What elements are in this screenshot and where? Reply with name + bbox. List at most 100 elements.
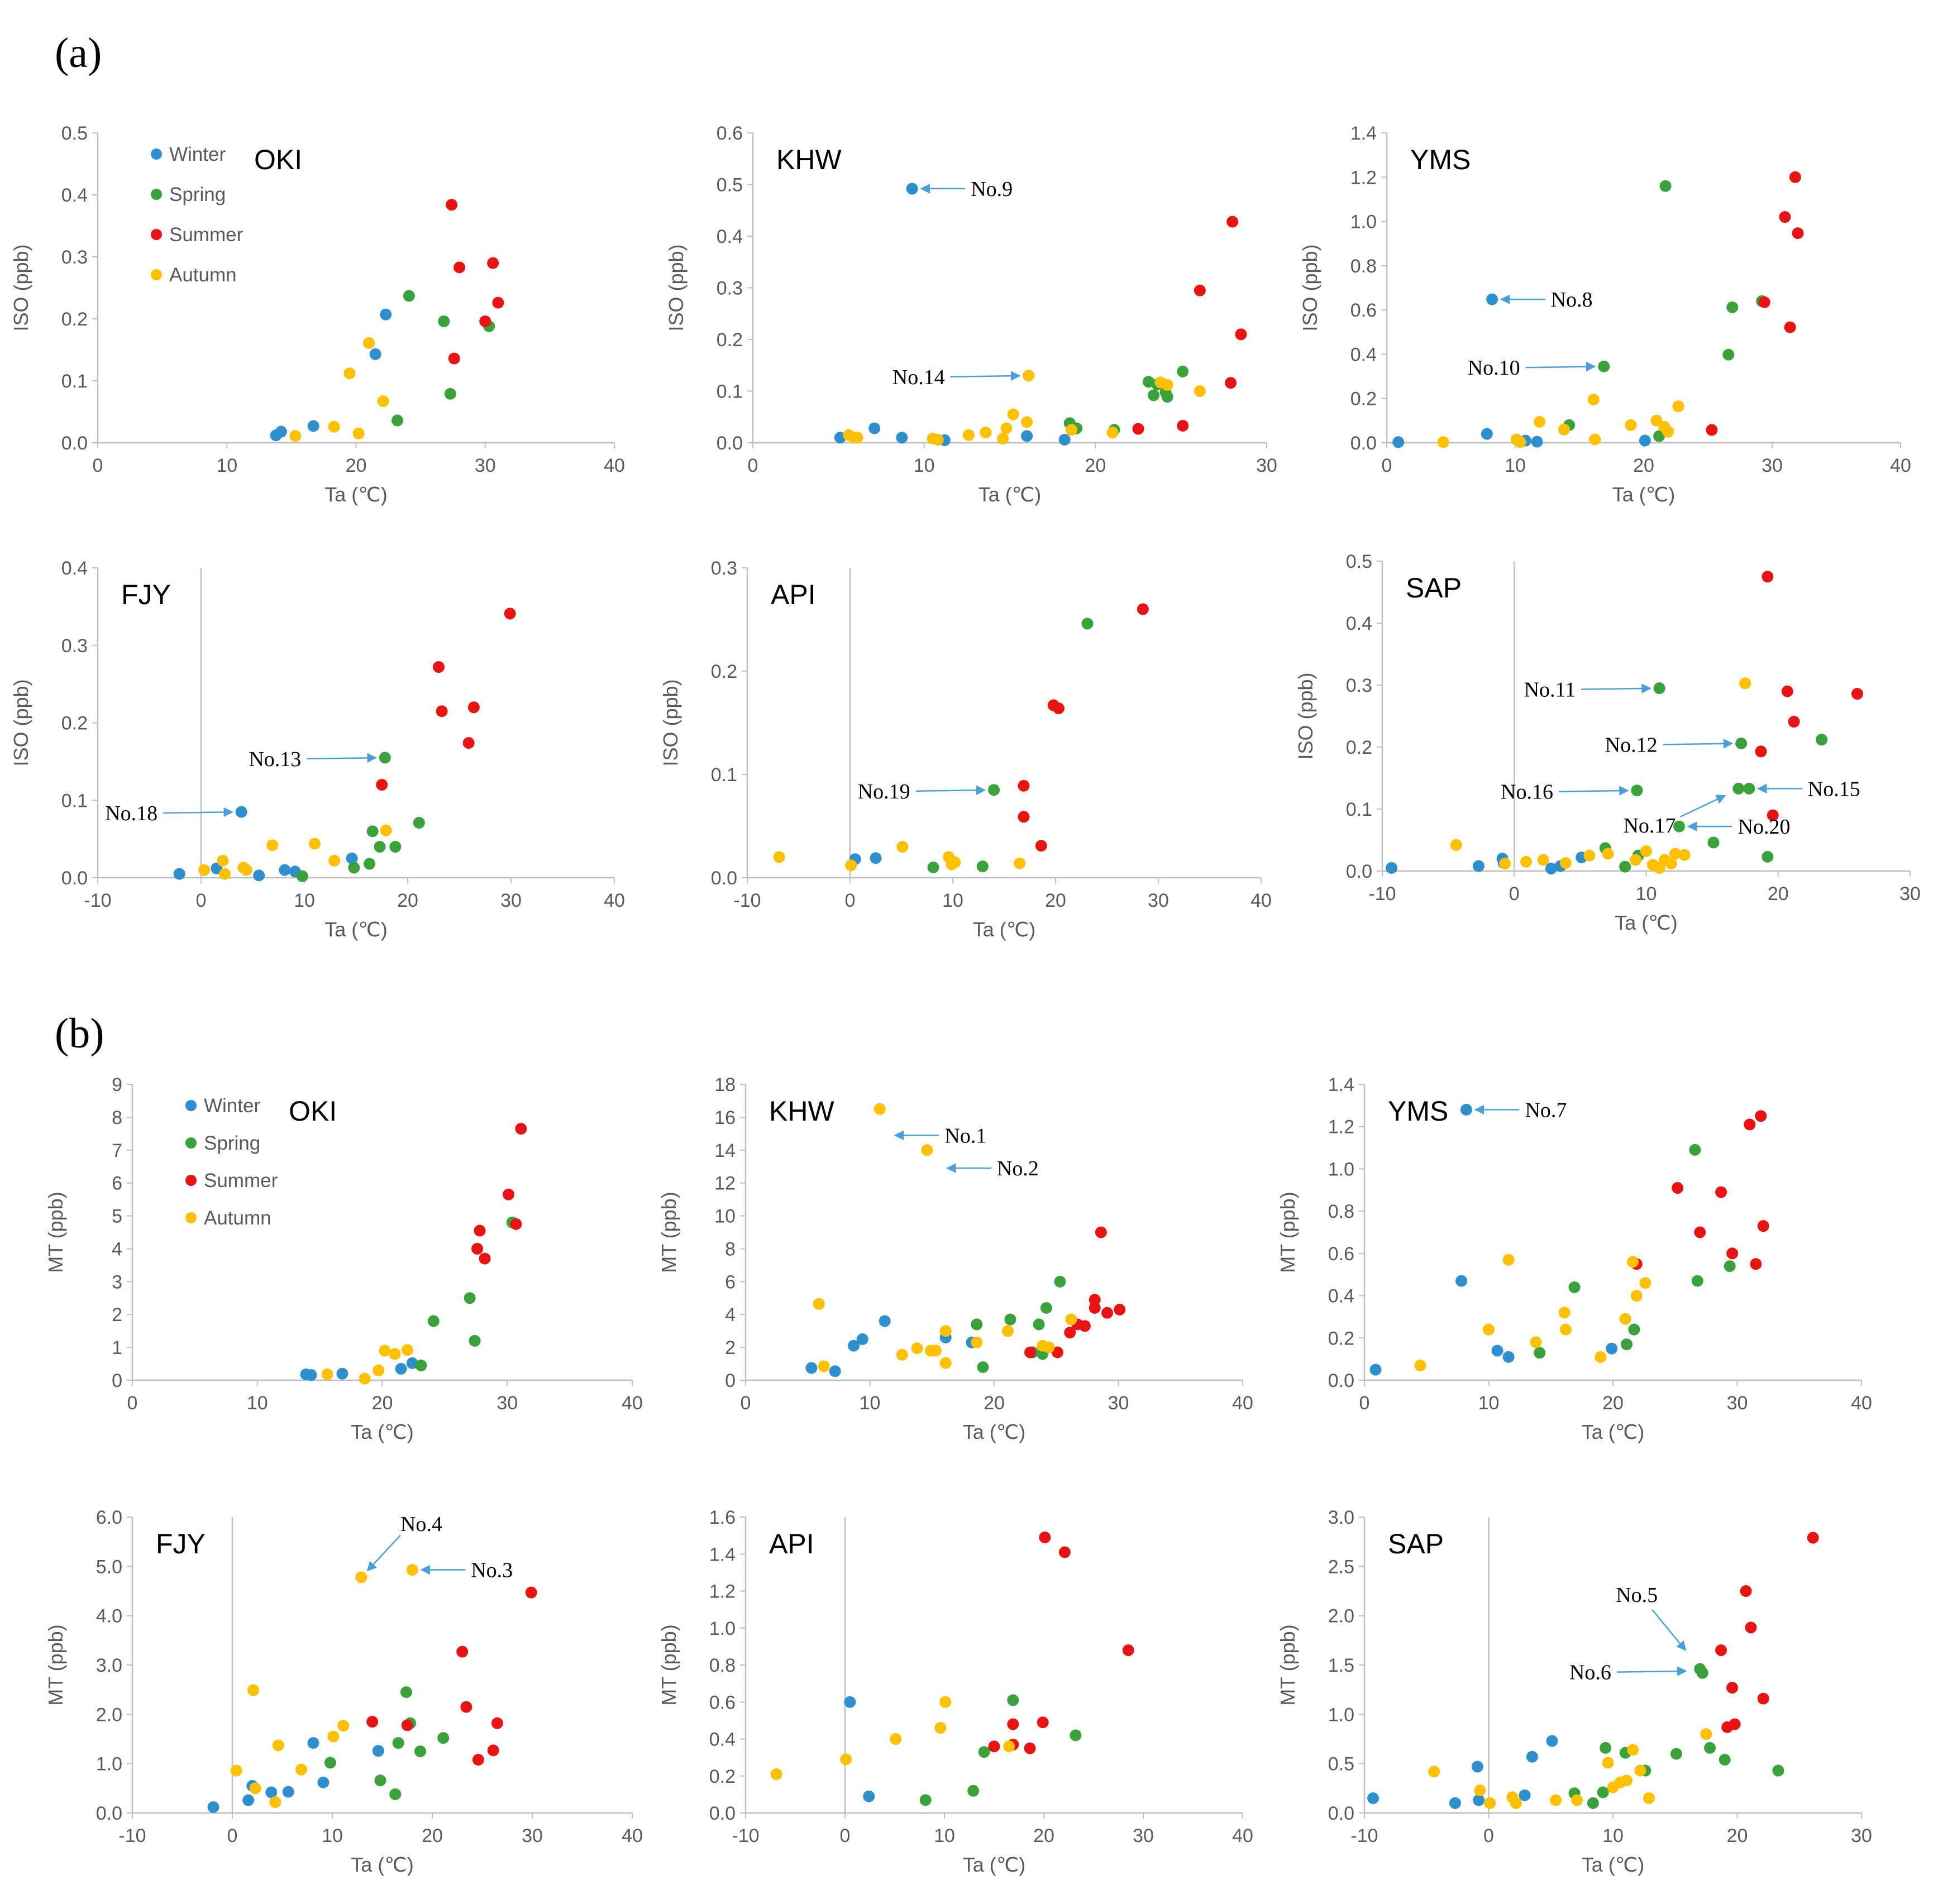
annotation-label: No.17 [1623,814,1676,838]
data-point-spring [348,862,360,874]
x-tick-label: 40 [1250,890,1272,911]
annotation-label: No.15 [1808,777,1860,801]
data-point-spring [1670,1748,1682,1760]
x-tick-label: 0 [748,455,758,476]
data-point-winter [372,1745,384,1757]
data-point-spring [1719,1754,1731,1766]
data-point-winter [1519,1789,1531,1801]
data-point-spring [413,816,425,829]
data-point-autumn [1003,1740,1015,1753]
data-point-autumn [198,864,211,876]
data-point-summer [1726,1247,1739,1260]
data-point-spring [427,1315,440,1327]
chart-panel-4: 0.0 0.1 0.2 0.3 0.4 -10 0 10 20 30 40 Ta (℃) ISO (pp… [9,558,625,941]
data-point-autumn [1571,1794,1583,1806]
legend-marker-winter [185,1100,197,1111]
data-point-summer [471,1242,484,1255]
data-point-summer [1789,171,1801,183]
data-point-autumn [1627,1744,1639,1756]
data-point-summer [510,1218,522,1230]
x-axis-label: Ta (℃) [978,483,1041,506]
y-tick-label: 2.5 [1328,1556,1354,1577]
data-point-winter [253,869,265,882]
data-point-summer [446,199,458,211]
y-axis-label: MT (ppb) [1276,1192,1299,1272]
x-tick-label: 40 [604,890,625,911]
data-point-winter [879,1315,891,1327]
data-point-summer [1051,1346,1063,1358]
y-tick-label: 0.4 [709,1729,736,1750]
data-point-autumn [1014,857,1026,869]
annotation-label: No.4 [400,1513,442,1536]
y-tick-label: 1.0 [1328,1159,1354,1180]
y-tick-label: 2 [725,1337,736,1358]
data-point-summer [479,1252,491,1265]
data-point-autumn [1700,1728,1712,1740]
y-tick-label: 0.0 [717,433,743,454]
site-title: API [769,1528,814,1559]
annotation-label: No.5 [1616,1584,1658,1607]
y-tick-label: 0.3 [717,278,743,299]
data-point-autumn [309,838,321,850]
y-tick-label: 0.2 [61,713,88,734]
data-point-summer [492,296,504,309]
data-point-summer [1779,211,1791,223]
data-point-autumn [295,1763,308,1776]
data-point-winter [1460,1103,1472,1116]
x-tick-label: 0 [127,1393,138,1414]
data-point-autumn [934,1722,947,1734]
data-point-summer [1762,571,1774,583]
data-point-spring [1689,1144,1701,1156]
data-point-spring [324,1757,336,1769]
panel-a-label: (a) [55,30,102,76]
data-point-autumn [939,1357,952,1369]
annotation-arrow [950,371,1021,381]
data-point-summer [1095,1226,1107,1238]
data-point-spring [978,1746,990,1758]
data-point-summer [1225,377,1237,389]
y-tick-label: 0.0 [711,868,737,889]
data-point-winter [805,1362,818,1374]
y-tick-label: 1.2 [1328,1117,1354,1138]
annotation-arrow [163,807,233,817]
data-point-winter [307,420,319,432]
x-tick-label: 10 [1636,883,1657,905]
x-tick-label: 0 [93,455,103,476]
data-point-autumn [337,1720,350,1732]
data-point-autumn [373,1364,385,1376]
annotation-arrow [1663,739,1734,749]
legend-marker-summer [151,229,162,240]
data-point-autumn [929,1345,942,1357]
chart-panel-10: 0.0 1.0 2.0 3.0 4.0 5.0 6.0 -10 0 10 20 30 40 Ta (℃) M… [44,1507,643,1876]
data-point-summer [1757,1220,1769,1232]
data-point-winter [1531,436,1543,448]
y-tick-label: 1.4 [1350,123,1377,144]
legend-marker-spring [151,189,162,200]
data-point-spring [927,862,939,873]
data-point-spring [437,1732,450,1744]
annotation-label: No.6 [1569,1661,1611,1685]
x-tick-label: 30 [475,455,496,476]
data-point-autumn [1627,1256,1639,1268]
data-point-summer [1788,715,1800,728]
data-point-summer [1784,321,1796,333]
y-tick-label: 0.1 [717,381,743,403]
x-tick-label: 20 [346,455,367,476]
y-tick-label: 0.5 [717,175,743,196]
y-tick-label: 4 [725,1304,736,1326]
y-tick-label: 0.6 [1350,300,1377,321]
data-point-autumn [379,1345,391,1357]
data-point-spring [1619,860,1631,873]
data-point-summer [1018,811,1030,823]
annotation-label: No.16 [1501,781,1553,804]
site-title: OKI [254,144,302,175]
chart-panel-11: 0.0 0.2 0.4 0.6 0.8 1.0 1.2 1.4 1.6 -10 0 10 20 30 40 T… [657,1507,1253,1876]
legend-label-spring: Spring [204,1132,260,1154]
y-tick-label: 0.4 [1328,1286,1354,1307]
y-tick-label: 5 [112,1206,122,1227]
data-point-autumn [1043,1341,1055,1353]
data-point-autumn [1620,1774,1632,1787]
data-point-autumn [1595,1351,1607,1363]
data-point-autumn [343,367,356,380]
data-point-autumn [813,1298,825,1310]
